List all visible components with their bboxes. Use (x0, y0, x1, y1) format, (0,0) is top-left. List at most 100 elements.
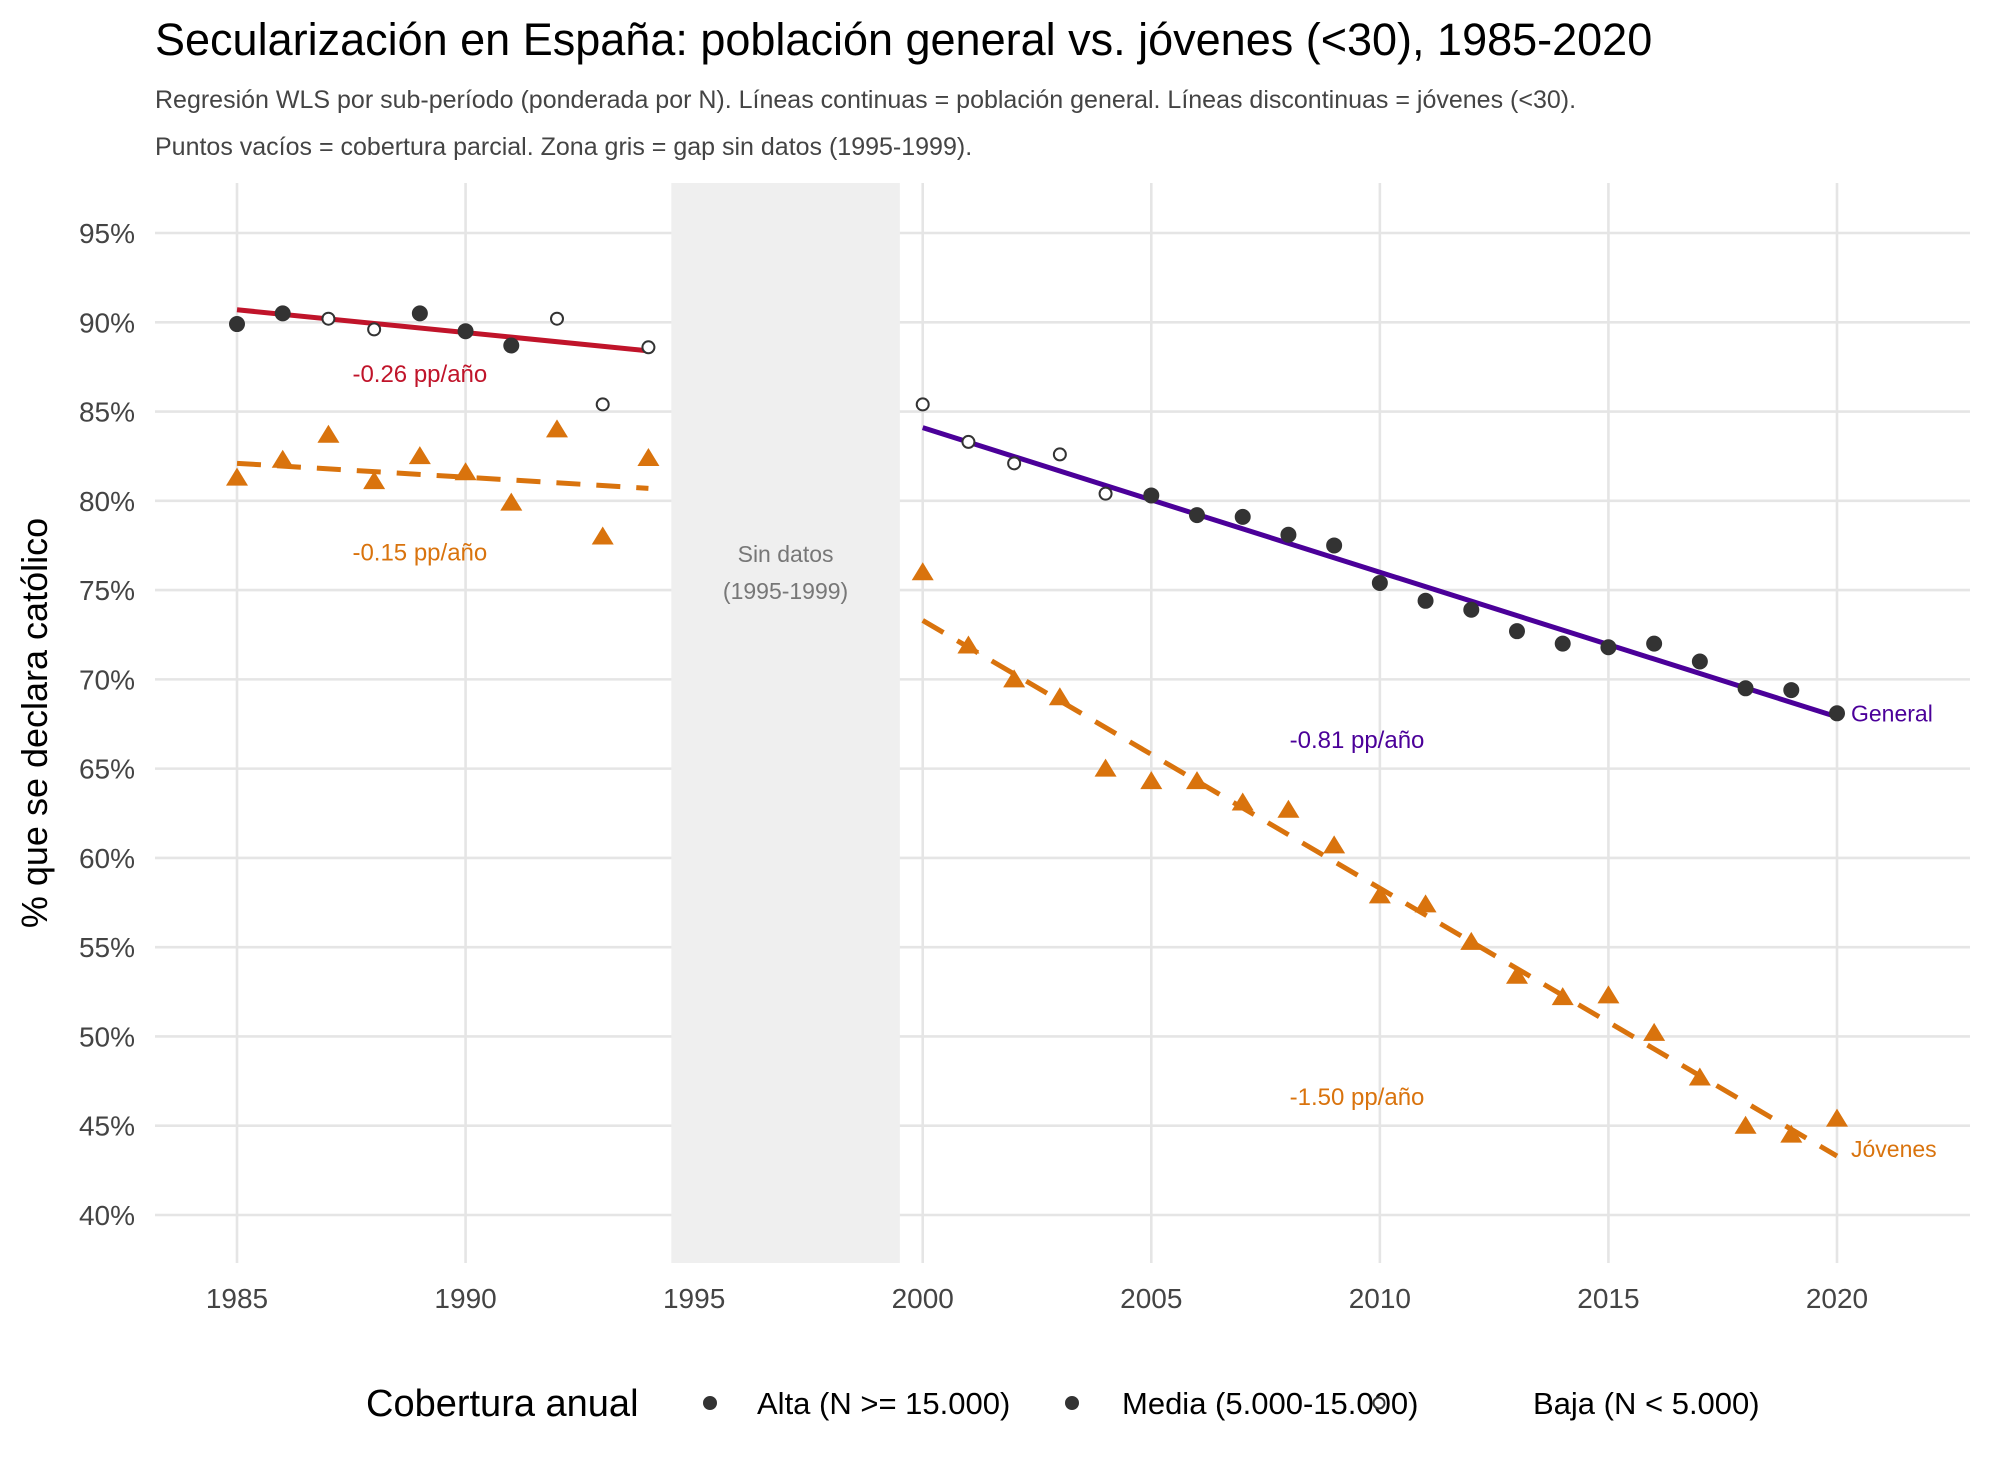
point-jovenes (1186, 771, 1208, 790)
y-axis-label: % que se declara católico (14, 518, 55, 928)
point-general (1829, 705, 1845, 722)
point-jovenes (1826, 1108, 1848, 1127)
x-tick-label: 2010 (1349, 1283, 1411, 1314)
point-general (1737, 680, 1754, 697)
point-general (1189, 507, 1205, 524)
point-jovenes (1048, 687, 1071, 706)
point-jovenes (911, 562, 934, 581)
y-tick-label: 55% (79, 932, 135, 963)
point-general (1691, 653, 1708, 670)
point-general (229, 316, 245, 333)
point-jovenes (1094, 758, 1117, 777)
point-jovenes (454, 462, 477, 481)
trend-lines (236, 307, 1839, 1159)
legend-title: Cobertura anual (366, 1383, 639, 1425)
point-jovenes (1003, 669, 1026, 688)
point-jovenes (957, 635, 980, 654)
point-general (1783, 682, 1800, 699)
x-tick-label: 1990 (434, 1283, 496, 1314)
point-jovenes (363, 471, 386, 490)
point-jovenes (1231, 792, 1254, 811)
point-general (1326, 537, 1343, 554)
x-tick-label: 2015 (1577, 1283, 1639, 1314)
gap-label: Sin datos (738, 541, 834, 567)
trend-line-jovenes (236, 460, 649, 491)
chart-subtitle-line-1: Regresión WLS por sub-período (ponderada… (155, 86, 1576, 114)
point-general (1098, 486, 1113, 501)
slope-label: -0.26 pp/año (352, 361, 487, 388)
y-tick-label: 40% (79, 1200, 135, 1231)
point-general (595, 397, 610, 412)
point-jovenes (1323, 835, 1346, 854)
point-general (1463, 601, 1480, 618)
legend-marker (703, 1396, 717, 1410)
point-jovenes (500, 492, 523, 511)
slope-label: -1.50 pp/año (1290, 1084, 1425, 1111)
legend-item-label: Baja (N < 5.000) (1533, 1386, 1760, 1421)
point-jovenes (1277, 799, 1300, 818)
point-jovenes (546, 419, 568, 438)
point-jovenes (1551, 987, 1574, 1006)
point-general (457, 323, 474, 340)
data-points (226, 305, 1848, 1143)
point-jovenes (226, 467, 248, 486)
point-general (274, 305, 291, 322)
point-general (550, 311, 564, 326)
y-tick-label: 75% (79, 575, 135, 606)
point-jovenes (591, 526, 614, 545)
y-tick-label: 85% (79, 397, 135, 428)
trend-line-general (921, 425, 1838, 720)
point-jovenes (1734, 1115, 1757, 1134)
point-jovenes (317, 424, 340, 443)
chart-subtitle-line-2: Puntos vacíos = cobertura parcial. Zona … (155, 133, 972, 161)
end-label: Jóvenes (1851, 1136, 1937, 1162)
point-jovenes (637, 447, 660, 466)
point-jovenes (1368, 885, 1391, 904)
point-general (411, 305, 428, 322)
point-general (961, 434, 976, 449)
y-tick-label: 90% (79, 307, 135, 338)
x-tick-label: 1985 (206, 1283, 268, 1314)
point-jovenes (1414, 894, 1437, 913)
point-jovenes (1688, 1067, 1711, 1086)
point-jovenes (1597, 985, 1620, 1004)
point-general (1280, 526, 1297, 543)
grid (155, 183, 1970, 1263)
x-tick-label: 2000 (892, 1283, 954, 1314)
slope-label: -0.15 pp/año (352, 540, 487, 567)
point-general (1646, 635, 1663, 652)
y-tick-label: 50% (79, 1021, 135, 1052)
point-general (1052, 447, 1067, 462)
y-tick-label: 70% (79, 664, 135, 695)
slope-label: -0.81 pp/año (1290, 727, 1425, 754)
point-jovenes (1460, 931, 1483, 950)
legend-item-label: Alta (N >= 15.000) (757, 1386, 1010, 1421)
point-general (1509, 623, 1525, 640)
annotations: -0.26 pp/año -0.15 pp/año -0.81 pp/año -1.5… (352, 361, 1936, 1162)
x-tick-label: 2020 (1806, 1283, 1868, 1314)
point-general (1007, 456, 1022, 471)
point-general (915, 397, 930, 412)
point-general (641, 340, 656, 355)
y-tick-label: 80% (79, 486, 135, 517)
point-general (1234, 508, 1251, 525)
point-general (1600, 639, 1617, 656)
point-jovenes (1643, 1022, 1666, 1041)
point-general (1554, 635, 1571, 652)
chart-title: Secularización en España: población gene… (155, 14, 1652, 65)
legend-marker (1372, 1396, 1386, 1410)
y-tick-label: 65% (79, 754, 135, 785)
y-tick-label: 95% (79, 218, 135, 249)
point-general (1143, 487, 1160, 504)
point-jovenes (1140, 771, 1163, 790)
legend-item-label: Media (5.000-15.000) (1122, 1386, 1418, 1421)
end-label: General (1851, 700, 1933, 726)
gap-region: Sin datos (1995-1999) (671, 183, 900, 1263)
point-jovenes (1506, 965, 1528, 984)
point-jovenes (271, 449, 294, 468)
point-jovenes (1780, 1124, 1803, 1143)
y-tick-label: 45% (79, 1111, 135, 1142)
y-tick-label: 60% (79, 843, 135, 874)
trend-line-general (236, 307, 649, 354)
